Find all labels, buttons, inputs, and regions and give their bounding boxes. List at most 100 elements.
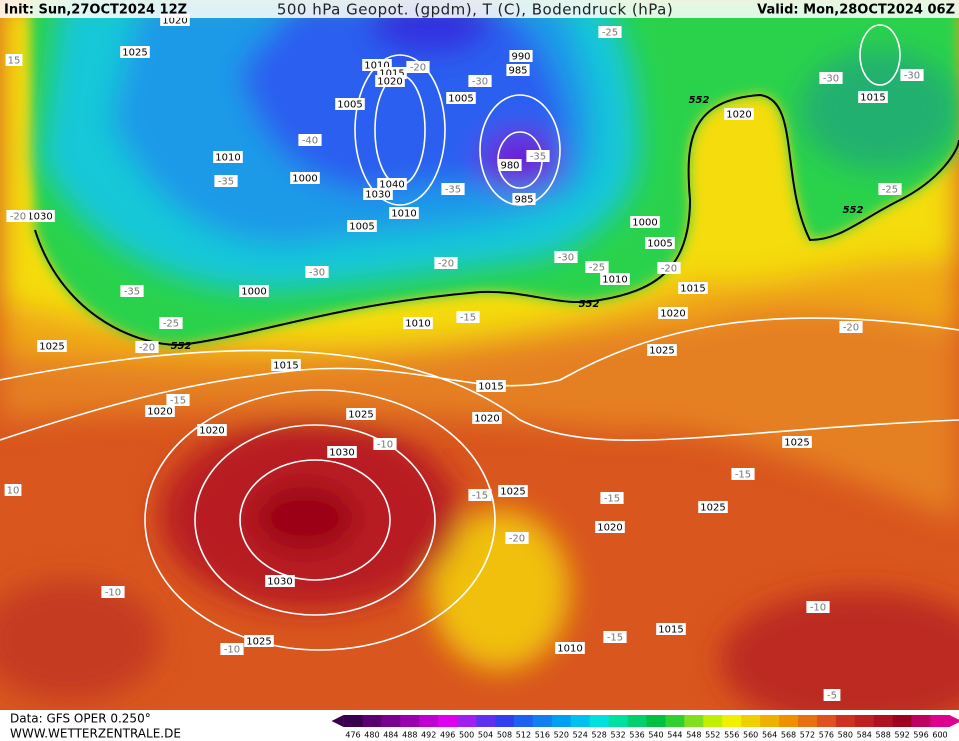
isobar-label-box: [197, 424, 227, 436]
temperature-label: -20: [843, 323, 859, 334]
colorbar-swatch: [381, 715, 401, 727]
isobar-label: 1000: [632, 218, 657, 229]
temperature-label-box: [526, 150, 550, 162]
temperature-label-box: [166, 394, 190, 406]
colorbar-swatch: [495, 715, 515, 727]
temperature-label-box: [135, 341, 159, 353]
temperature-label-box: [603, 631, 627, 643]
temperature-label: -5: [827, 691, 837, 702]
colorbar-tick-label: 584: [857, 731, 872, 740]
init-time: Init: Sun,27OCT2024 12Z: [4, 3, 187, 18]
temperature-label-box: [468, 75, 492, 87]
colorbar-swatch: [627, 715, 647, 727]
colorbar-swatch: [362, 715, 382, 727]
temperature-label: -40: [302, 136, 318, 147]
isobar-label-box: [290, 172, 320, 184]
colorbar-swatch: [760, 715, 780, 727]
isobar-label: 1020: [726, 110, 751, 121]
temperature-label: -15: [460, 313, 476, 324]
isobar-label: 1025: [500, 487, 525, 498]
colorbar-tick-label: 532: [610, 731, 625, 740]
geopotential-label: 552: [579, 299, 600, 310]
temperature-label: -25: [589, 263, 605, 274]
colorbar-swatch: [684, 715, 704, 727]
temperature-label: -15: [735, 470, 751, 481]
colorbar-arrow-right: [949, 715, 959, 727]
isobar-label: 1025: [122, 48, 147, 59]
colorbar-tick-label: 564: [762, 731, 777, 740]
colorbar-tick-label: 580: [838, 731, 853, 740]
temperature-label: -20: [410, 63, 426, 74]
isobar-label-box: [509, 50, 533, 62]
isobar-label: 985: [514, 195, 533, 206]
colorbar-tick-label: 548: [686, 731, 701, 740]
isobar-label: 1005: [349, 222, 374, 233]
colorbar-swatch: [438, 715, 458, 727]
isobar-label-box: [506, 64, 530, 76]
isobar-label-box: [403, 317, 433, 329]
colorbar-swatch: [476, 715, 496, 727]
isobar-label: 1030: [27, 212, 52, 223]
colorbar-tick-label: 476: [345, 731, 360, 740]
temperature-label-box: [657, 262, 681, 274]
isobar-label-box: [472, 412, 502, 424]
temperature-label: 10: [7, 486, 20, 497]
temperature-label: -20: [509, 534, 525, 545]
isobar-label-box: [389, 207, 419, 219]
isobar-label-box: [647, 344, 677, 356]
isobar-label-box: [213, 151, 243, 163]
colorbar-swatch: [797, 715, 818, 727]
temperature-label: -10: [105, 588, 121, 599]
temperature-label-box: [456, 311, 480, 323]
isobar-label-box: [656, 623, 686, 635]
temperature-label: -10: [377, 440, 393, 451]
isobar-label: 1005: [337, 100, 362, 111]
colorbar-swatch: [570, 715, 590, 727]
isobar-label: 1015: [273, 361, 298, 372]
colorbar-tick-label: 516: [535, 731, 550, 740]
isobar-label-box: [239, 285, 269, 297]
isobar-label-box: [595, 521, 625, 533]
colorbar-swatch: [457, 715, 477, 727]
temperature-label: -20: [661, 264, 677, 275]
colorbar-swatch: [816, 715, 837, 727]
isobar-label: 1025: [348, 410, 373, 421]
temperature-label: -20: [139, 343, 155, 354]
isobar-label: 1020: [199, 426, 224, 437]
temperature-label-box: [468, 489, 492, 501]
colorbar-tick-label: 540: [648, 731, 663, 740]
temperature-label-box: [900, 69, 924, 81]
isobar-label-box: [37, 340, 67, 352]
temperature-label-box: [5, 54, 23, 66]
temperature-label: -15: [170, 396, 186, 407]
colorbar-swatch: [741, 715, 761, 727]
temperature-label: 15: [8, 56, 21, 67]
colorbar-swatch: [911, 715, 931, 727]
colorbar-swatch: [532, 715, 553, 727]
isobar-label-box: [446, 92, 476, 104]
colorbar-tick-label: 600: [932, 731, 947, 740]
temperature-label-box: [441, 183, 465, 195]
colorbar-swatch: [665, 715, 685, 727]
colorbar-tick-label: 504: [478, 731, 493, 740]
isobar-label: 1015: [379, 69, 404, 80]
temperature-label: -10: [810, 603, 826, 614]
isobar-label: 1010: [602, 275, 627, 286]
isobar-label-box: [678, 282, 708, 294]
isobar-label: 1020: [597, 523, 622, 534]
colorbar-tick-label: 576: [819, 731, 834, 740]
temperature-label-box: [505, 532, 529, 544]
temperature-label-box: [823, 689, 841, 701]
temperature-label: -30: [472, 77, 488, 88]
temperature-label: -15: [607, 633, 623, 644]
temperature-label: -30: [558, 253, 574, 264]
temperature-label: -35: [124, 287, 140, 298]
temperature-label-box: [585, 261, 609, 273]
isobar-label: 1005: [647, 239, 672, 250]
isobar-label: 1015: [478, 382, 503, 393]
colorbar-swatch: [854, 715, 875, 727]
temperature-label: -15: [604, 494, 620, 505]
temperature-label-box: [298, 134, 322, 146]
colorbar-tick-label: 536: [629, 731, 644, 740]
temperature-label: -15: [472, 491, 488, 502]
